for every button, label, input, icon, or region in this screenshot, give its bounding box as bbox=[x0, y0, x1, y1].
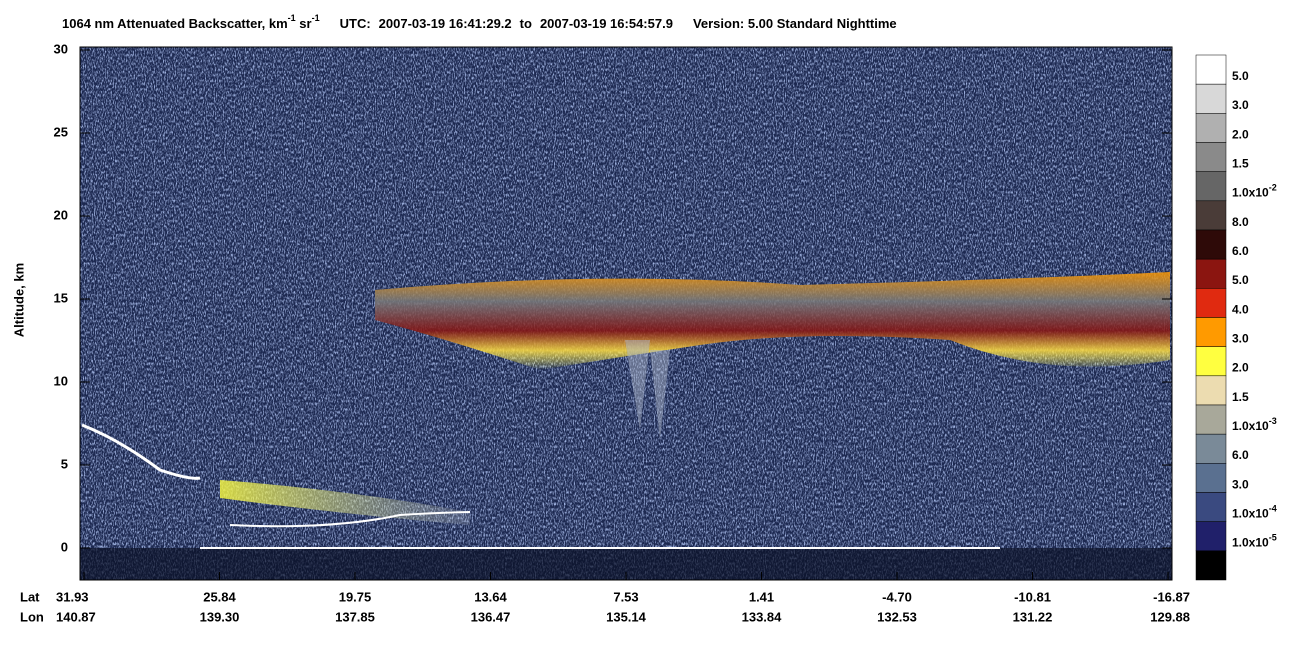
colorbar-label-base: 6.0 bbox=[1232, 448, 1249, 462]
colorbar-box bbox=[1195, 375, 1227, 406]
colorbar-box bbox=[1195, 433, 1227, 464]
colorbar-label: 2.0 bbox=[1232, 128, 1249, 142]
colorbar-label: 4.0 bbox=[1232, 303, 1249, 317]
colorbar-label-base: 1.0x10 bbox=[1232, 536, 1269, 550]
colorbar-label-exp: -5 bbox=[1269, 533, 1277, 543]
lon-value: 139.30 bbox=[200, 609, 240, 624]
lat-value: 25.84 bbox=[203, 589, 236, 604]
colorbar-box bbox=[1195, 171, 1227, 202]
y-tick-label: 25 bbox=[54, 124, 68, 139]
lat-value: 1.41 bbox=[749, 589, 774, 604]
colorbar-label-base: 5.0 bbox=[1232, 69, 1249, 83]
colorbar-label: 1.5 bbox=[1232, 157, 1249, 171]
colorbar-label: 1.0x10-5 bbox=[1232, 533, 1277, 550]
colorbar-label-base: 6.0 bbox=[1232, 244, 1249, 258]
lon-label: Lon bbox=[20, 609, 44, 624]
colorbar-box bbox=[1195, 550, 1227, 581]
colorbar-label: 3.0 bbox=[1232, 98, 1249, 112]
colorbar-label: 3.0 bbox=[1232, 332, 1249, 346]
lat-value: -16.87 bbox=[1153, 589, 1190, 604]
colorbar-label: 1.5 bbox=[1232, 390, 1249, 404]
labels: 30 25 20 15 10 5 0 Lat Lon 31.93 140.87 25.84 139.30… bbox=[20, 41, 1190, 624]
colorbar-label: 3.0 bbox=[1232, 478, 1249, 492]
colorbar-label-base: 2.0 bbox=[1232, 128, 1249, 142]
colorbar-label: 6.0 bbox=[1232, 448, 1249, 462]
colorbar-label-base: 1.0x10 bbox=[1232, 186, 1269, 200]
colorbar-label-exp: -3 bbox=[1269, 416, 1277, 426]
colorbar-label-base: 8.0 bbox=[1232, 215, 1249, 229]
lon-value: 140.87 bbox=[56, 609, 96, 624]
colorbar-label-base: 1.0x10 bbox=[1232, 507, 1269, 521]
colorbar-label-base: 5.0 bbox=[1232, 273, 1249, 287]
title: 1064 nm Attenuated Backscatter, km-1 sr-… bbox=[62, 13, 897, 31]
lon-value: 137.85 bbox=[335, 609, 375, 624]
colorbar-box bbox=[1195, 404, 1227, 435]
colorbar-label-base: 3.0 bbox=[1232, 478, 1249, 492]
lat-value: 31.93 bbox=[56, 589, 89, 604]
lon-value: 136.47 bbox=[471, 609, 511, 624]
y-axis-label: Altitude, km bbox=[11, 263, 26, 337]
lat-value: 13.64 bbox=[474, 589, 507, 604]
colorbar-box bbox=[1195, 288, 1227, 318]
colorbar-label-exp: -4 bbox=[1269, 504, 1277, 514]
colorbar-box bbox=[1195, 346, 1227, 377]
colorbar-label-base: 1.0x10 bbox=[1232, 419, 1269, 433]
colorbar-label: 6.0 bbox=[1232, 244, 1249, 258]
colorbar-label: 1.0x10-2 bbox=[1232, 183, 1277, 200]
colorbar: 5.03.02.01.51.0x10-28.06.05.04.03.02.01.… bbox=[1195, 54, 1277, 581]
lat-value: 19.75 bbox=[339, 589, 372, 604]
colorbar-label: 1.0x10-3 bbox=[1232, 416, 1277, 433]
colorbar-label-base: 1.5 bbox=[1232, 157, 1249, 171]
colorbar-label: 2.0 bbox=[1232, 361, 1249, 375]
lon-value: 129.88 bbox=[1150, 609, 1190, 624]
colorbar-box bbox=[1195, 521, 1227, 552]
colorbar-label-base: 4.0 bbox=[1232, 303, 1249, 317]
plot-area bbox=[79, 46, 1173, 581]
y-tick-label: 0 bbox=[61, 539, 68, 554]
y-tick-label: 20 bbox=[54, 207, 68, 222]
lon-value: 135.14 bbox=[606, 609, 647, 624]
colorbar-box bbox=[1195, 83, 1227, 114]
colorbar-label: 1.0x10-4 bbox=[1232, 504, 1277, 521]
lat-value: -4.70 bbox=[882, 589, 912, 604]
y-tick-label: 10 bbox=[54, 373, 68, 388]
colorbar-label-base: 2.0 bbox=[1232, 361, 1249, 375]
y-tick-label: 30 bbox=[54, 41, 68, 56]
colorbar-box bbox=[1195, 463, 1227, 493]
lat-value: -10.81 bbox=[1014, 589, 1051, 604]
colorbar-box bbox=[1195, 229, 1227, 260]
colorbar-label-base: 1.5 bbox=[1232, 390, 1249, 404]
colorbar-label-exp: -2 bbox=[1269, 183, 1277, 193]
lon-value: 132.53 bbox=[877, 609, 917, 624]
colorbar-label: 5.0 bbox=[1232, 69, 1249, 83]
colorbar-box bbox=[1195, 492, 1227, 522]
colorbar-box bbox=[1195, 200, 1227, 231]
y-tick-label: 15 bbox=[54, 290, 68, 305]
lat-label: Lat bbox=[20, 589, 40, 604]
colorbar-label-base: 3.0 bbox=[1232, 332, 1249, 346]
colorbar-box bbox=[1195, 142, 1227, 172]
lon-value: 133.84 bbox=[742, 609, 783, 624]
colorbar-label: 5.0 bbox=[1232, 273, 1249, 287]
colorbar-box bbox=[1195, 113, 1227, 143]
colorbar-box bbox=[1195, 258, 1227, 289]
lat-value: 7.53 bbox=[613, 589, 638, 604]
colorbar-box bbox=[1195, 54, 1227, 85]
colorbar-label-base: 3.0 bbox=[1232, 98, 1249, 112]
lon-value: 131.22 bbox=[1013, 609, 1053, 624]
y-tick-label: 5 bbox=[61, 456, 68, 471]
colorbar-label: 8.0 bbox=[1232, 215, 1249, 229]
colorbar-box bbox=[1195, 317, 1227, 347]
